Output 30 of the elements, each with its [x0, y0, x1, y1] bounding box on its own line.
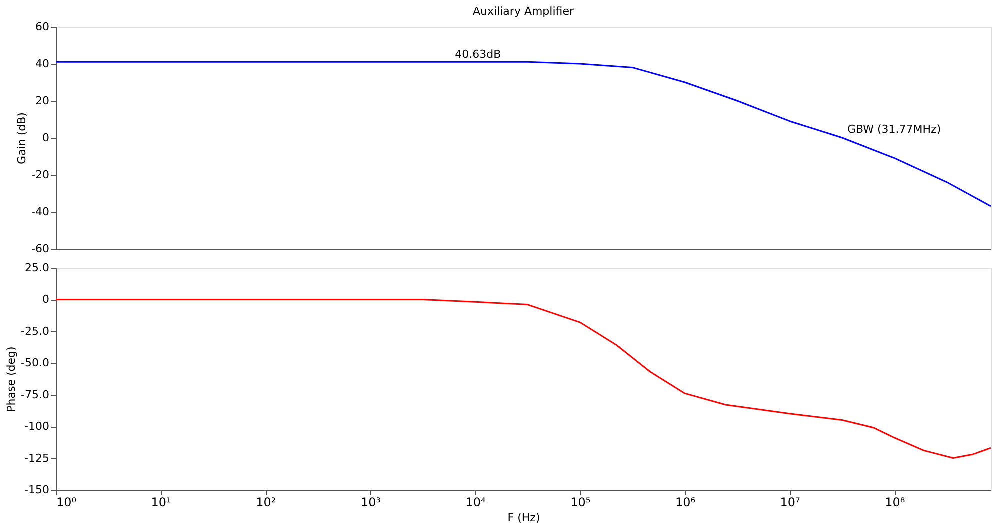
x-tick-label: 10¹ [151, 496, 172, 510]
y-tick-label: 25.0 [25, 262, 50, 274]
y-tick-label: 0 [42, 293, 50, 306]
x-tick-label: 10⁵ [570, 496, 591, 510]
x-tick-label: 10⁰ [56, 496, 77, 510]
y-tick-label: 40 [36, 58, 50, 70]
x-tick-label: 10⁸ [885, 496, 906, 510]
y-tick-label: 60 [36, 20, 50, 34]
y-tick-label: -25.0 [21, 324, 50, 338]
y-tick-label: 20 [36, 94, 50, 108]
x-axis-title: F (Hz) [508, 512, 540, 523]
annotation: GBW (31.77MHz) [847, 123, 942, 136]
y-tick-label: -125 [24, 452, 50, 465]
y-tick-label: -60 [32, 242, 50, 256]
y-tick-label: -40 [32, 206, 50, 218]
x-tick-label: 10⁶ [675, 496, 696, 510]
x-tick-label: 10⁴ [466, 496, 486, 510]
y-tick-label: -50.0 [21, 356, 50, 370]
x-tick-label: 10³ [360, 496, 382, 510]
x-tick-label: 10⁷ [780, 496, 801, 510]
y-axis-title: Gain (dB) [16, 112, 29, 164]
chart-title: Auxiliary Amplifier [473, 5, 574, 18]
y-tick-label: -20 [32, 168, 50, 182]
annotation: 40.63dB [455, 48, 502, 61]
y-tick-label: 0 [42, 132, 50, 144]
x-tick-label: 10² [256, 496, 276, 510]
y-tick-label: -75.0 [21, 388, 50, 402]
y-tick-label: -150 [24, 484, 50, 496]
y-tick-label: -100 [24, 420, 50, 434]
y-axis-title: Phase (deg) [5, 346, 18, 412]
